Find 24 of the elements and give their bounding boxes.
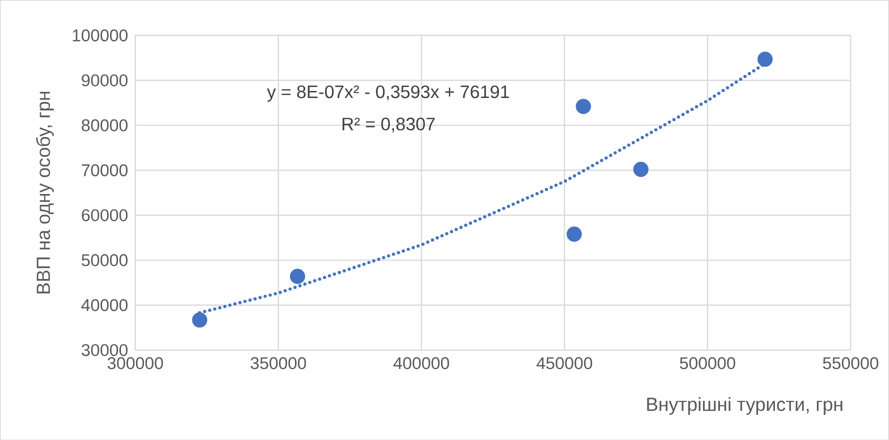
x-tick-label: 400000 — [393, 356, 450, 369]
y-tick-label: 50000 — [82, 254, 128, 266]
y-tick-label: 100000 — [72, 29, 128, 42]
x-tick-label: 450000 — [536, 356, 592, 369]
y-tick-label: 70000 — [82, 164, 128, 176]
y-tick-label: 60000 — [82, 209, 128, 222]
point — [566, 226, 582, 242]
y-axis-title: ВВП на одну особу, грн — [36, 92, 54, 294]
point — [192, 312, 208, 328]
x-tick-label: 500000 — [680, 356, 736, 369]
point — [757, 51, 773, 67]
point — [633, 162, 648, 177]
x-tick-label: 550000 — [822, 356, 878, 369]
annotation: R² = 0,8307 — [342, 117, 435, 132]
x-tick-label: 300000 — [108, 356, 163, 369]
point — [290, 268, 306, 284]
point — [576, 98, 591, 114]
y-tick-label: 30000 — [82, 344, 128, 356]
x-axis-title: Внутрішні туристи, грн — [647, 396, 842, 415]
x-tick-label: 350000 — [250, 356, 306, 369]
y-tick-label: 40000 — [81, 298, 128, 311]
y-tick-label: 90000 — [82, 74, 128, 86]
annotation: y = 8E-07x² - 0,3593x + 76191 — [266, 85, 509, 102]
y-tick-label: 80000 — [82, 119, 128, 132]
